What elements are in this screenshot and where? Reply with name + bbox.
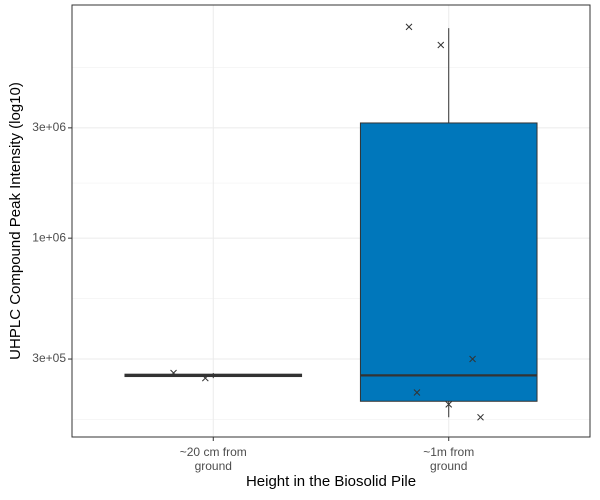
y-tick-label: 1e+06 [32, 230, 66, 244]
y-tick-label: 3e+05 [32, 351, 66, 365]
data-point [170, 369, 177, 377]
x-axis-title: Height in the Biosolid Pile [246, 473, 416, 490]
box [359, 122, 538, 402]
data-point [413, 389, 421, 396]
x-tick-label-line: ground [195, 459, 232, 473]
x-tick-label: ~1m from ground [423, 445, 474, 473]
x-tick-label-line: ~1m from [423, 445, 474, 459]
data-point [477, 413, 484, 421]
data-point [445, 401, 453, 408]
x-tick-label-line: ~20 cm from [180, 445, 247, 459]
x-tick-label: ~20 cm from ground [180, 445, 247, 473]
y-tick-label: 3e+06 [32, 120, 66, 134]
y-axis-title: UHPLC Compound Peak Intensity (log10) [7, 82, 24, 360]
data-point [405, 23, 413, 31]
x-tick-label-line: ground [430, 459, 467, 473]
data-point [469, 355, 476, 363]
data-point [437, 41, 445, 49]
plot-border [71, 4, 591, 438]
data-point [201, 374, 209, 382]
